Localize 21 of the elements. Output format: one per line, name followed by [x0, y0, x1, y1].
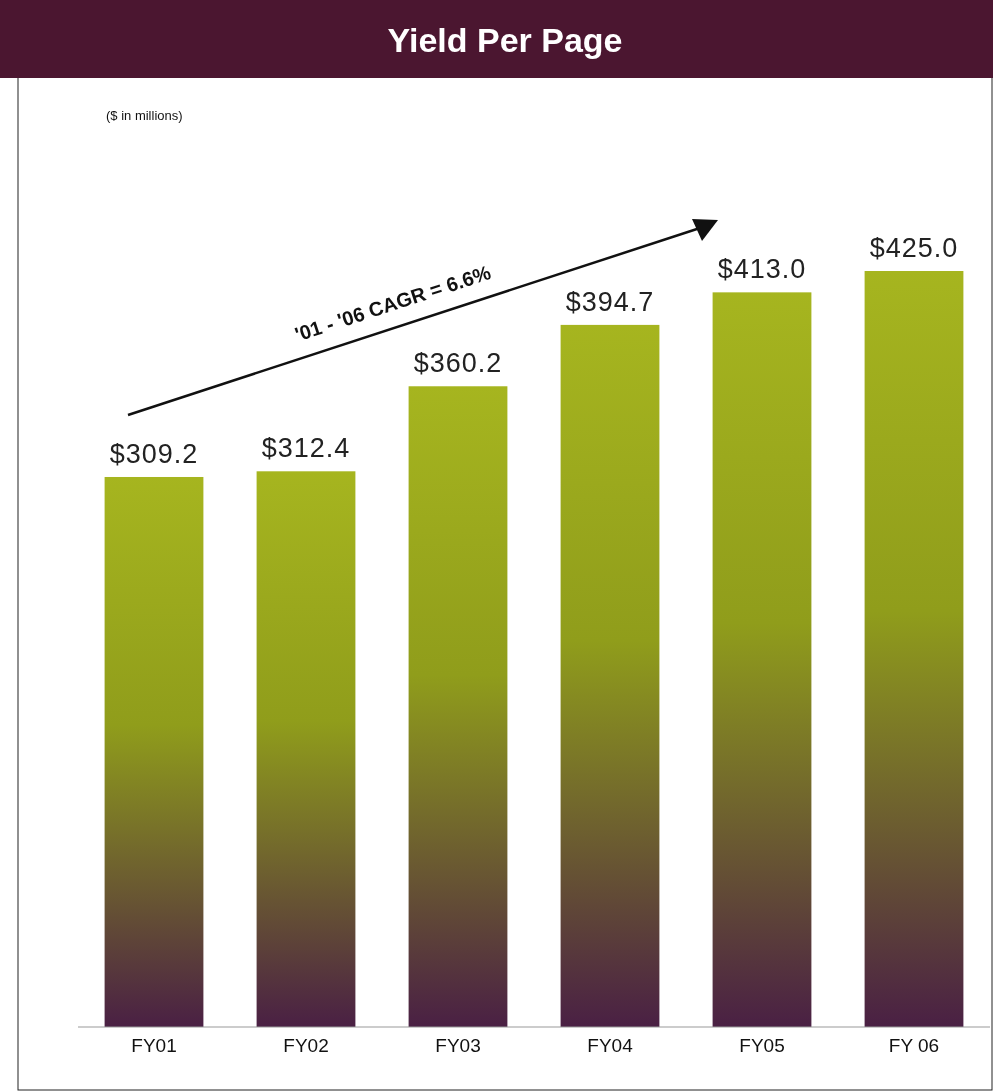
data-label: $425.0	[869, 233, 959, 263]
data-label: $309.2	[109, 438, 199, 469]
x-tick-label: FY02	[283, 1035, 329, 1057]
bar	[712, 292, 812, 1027]
x-tick-label: FY 06	[888, 1035, 940, 1057]
x-tick-label: FY05	[739, 1035, 785, 1057]
bar	[104, 476, 204, 1027]
data-label: $360.2	[413, 348, 503, 379]
bar	[560, 324, 660, 1027]
data-label: $312.4	[261, 433, 351, 464]
bar	[864, 271, 964, 1027]
annotation: '01 - '06 CAGR = 6.6%	[292, 261, 494, 346]
x-tick-label: FY03	[435, 1035, 481, 1057]
chart-subtitle: ($ in millions)	[106, 108, 183, 123]
data-label: $413.0	[717, 254, 807, 285]
bar	[408, 386, 508, 1027]
data-label: $394.7	[565, 286, 655, 317]
bar	[256, 471, 356, 1027]
chart-title: Yield Per Page	[387, 21, 623, 59]
x-tick-label: FY01	[131, 1035, 177, 1057]
x-tick-label: FY04	[587, 1035, 634, 1057]
